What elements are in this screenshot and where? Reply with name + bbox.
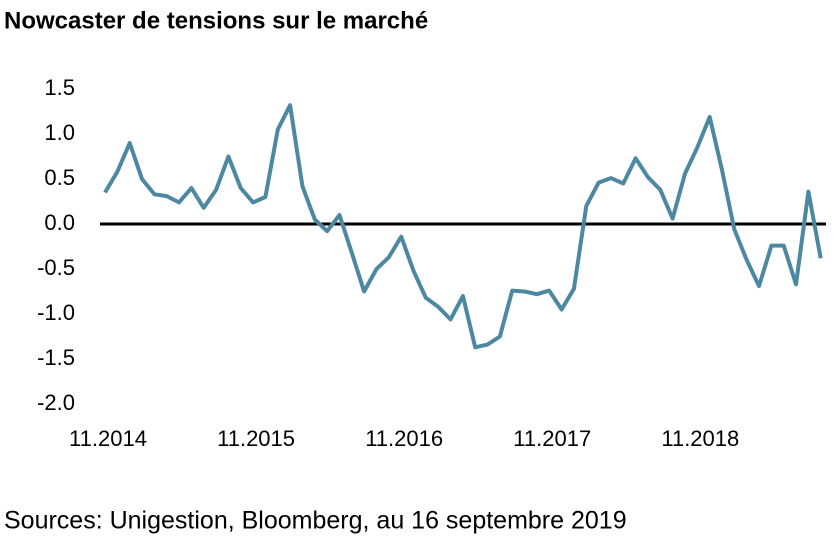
y-tick-label: -1.0 xyxy=(37,300,75,325)
x-tick-label: 11.2014 xyxy=(69,426,147,451)
x-tick-label: 11.2015 xyxy=(217,426,295,451)
data-line xyxy=(103,103,823,350)
y-tick-label: 0.5 xyxy=(44,165,75,190)
y-tick-label: -2.0 xyxy=(37,390,75,415)
chart-title: Nowcaster de tensions sur le marché xyxy=(4,7,428,34)
x-tick-label: 11.2016 xyxy=(365,426,443,451)
x-tick-label: 11.2018 xyxy=(661,426,739,451)
y-tick-label: 1.0 xyxy=(44,120,75,145)
y-tick-label: 0.0 xyxy=(44,210,75,235)
y-tick-label: -1.5 xyxy=(37,345,75,370)
y-tick-label: -0.5 xyxy=(37,255,75,280)
source-note: Sources: Unigestion, Bloomberg, au 16 se… xyxy=(4,507,627,535)
y-tick-label: 1.5 xyxy=(44,75,75,100)
x-tick-label: 11.2017 xyxy=(513,426,591,451)
